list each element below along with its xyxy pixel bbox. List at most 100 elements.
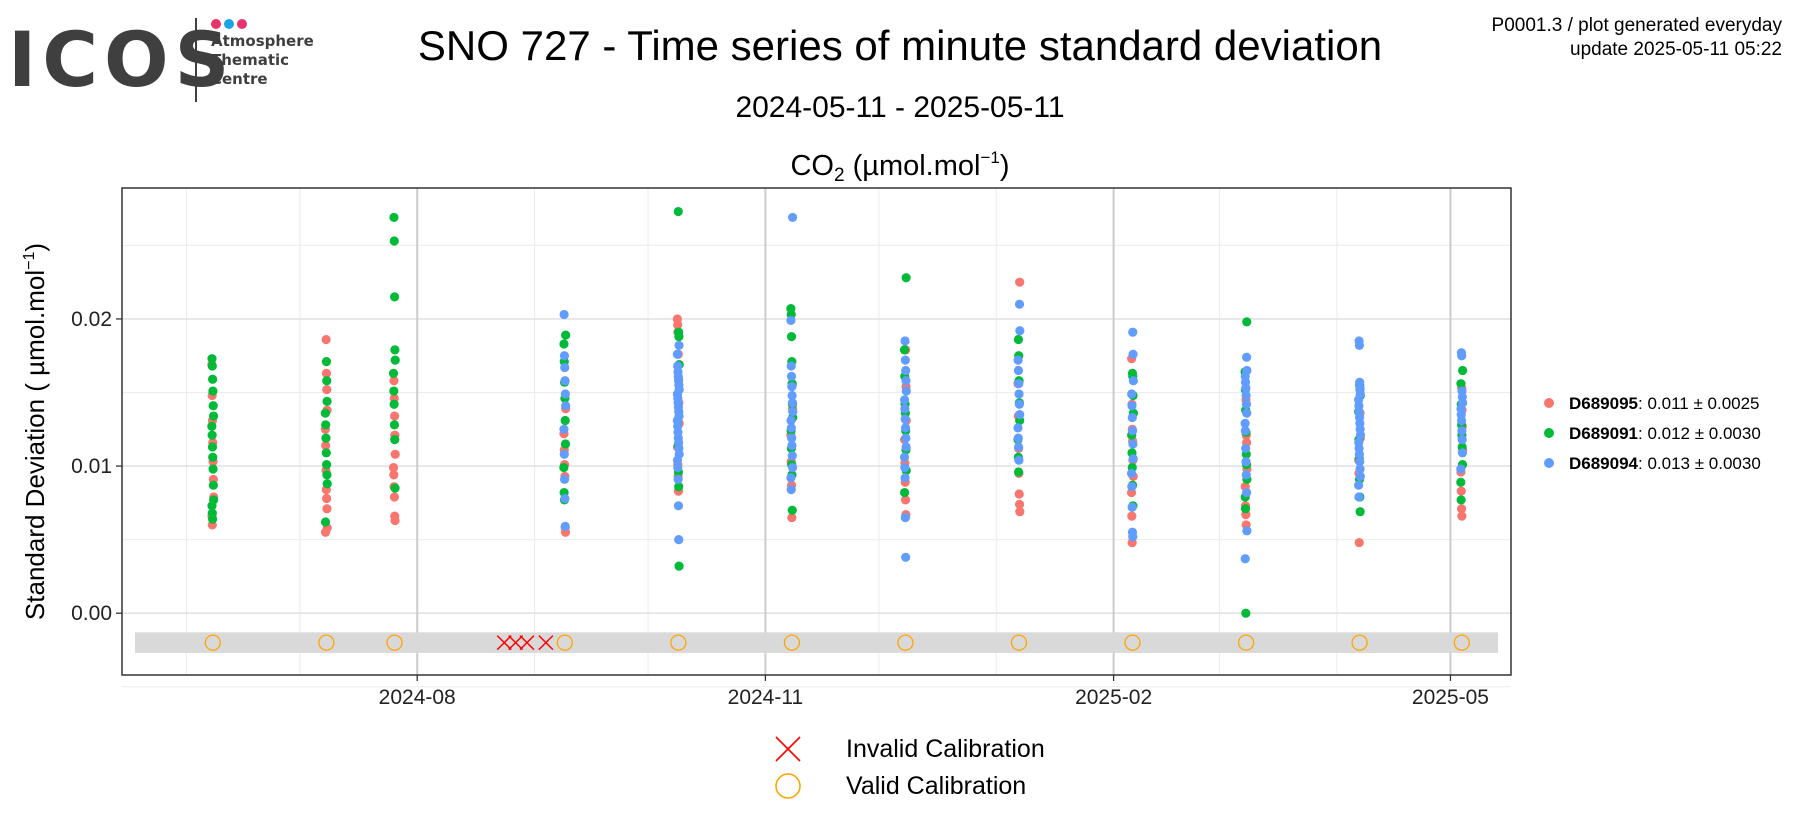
data-point: [1456, 504, 1467, 514]
data-point: [1014, 399, 1024, 409]
invalid-calibration-stroke: [496, 635, 512, 651]
data-point: [1127, 401, 1137, 411]
data-point: [208, 452, 218, 462]
data-point: [1242, 408, 1252, 418]
data-point: [674, 561, 684, 571]
data-point: [1240, 426, 1250, 436]
valid-calibration-marker: [1351, 634, 1368, 651]
data-point: [322, 384, 332, 395]
legend-valid-label: Valid Calibration: [846, 772, 1026, 800]
data-point: [1013, 423, 1023, 433]
data-point: [787, 462, 798, 473]
data-point: [1241, 390, 1251, 401]
data-point: [1355, 464, 1365, 474]
data-point: [787, 505, 797, 515]
y-tick-label: 0.01: [71, 455, 112, 478]
invalid-calibration-marker: [496, 635, 512, 651]
data-point: [207, 442, 218, 452]
data-point: [1128, 349, 1138, 359]
data-point: [1128, 426, 1138, 436]
data-point: [1456, 379, 1466, 389]
data-point: [673, 501, 684, 511]
data-point: [1013, 365, 1024, 376]
y-tick-label: 0.02: [71, 308, 112, 331]
legend-series-stats: : 0.012 ± 0.0030: [1638, 424, 1761, 443]
invalid-calibration-stroke: [519, 635, 535, 651]
data-point: [674, 535, 684, 545]
data-point: [899, 487, 910, 498]
data-point: [390, 449, 400, 459]
data-point: [673, 320, 683, 330]
data-point: [787, 398, 798, 408]
y-axis-label: Standard Deviation ( µmol.mol−1): [20, 243, 50, 620]
data-point: [207, 361, 217, 371]
data-point: [900, 404, 910, 414]
data-point: [786, 371, 797, 381]
data-point: [207, 501, 217, 511]
valid-calibration-marker: [1124, 634, 1141, 651]
data-point: [322, 470, 332, 480]
data-point: [1014, 455, 1024, 465]
legend-series-stats: : 0.013 ± 0.0030: [1638, 454, 1761, 473]
data-point: [560, 376, 570, 386]
data-point: [1242, 317, 1252, 327]
data-point: [322, 479, 332, 489]
logo-subtitle-line: Centre: [211, 70, 268, 88]
data-point: [390, 515, 400, 526]
data-point: [900, 423, 911, 433]
data-point: [899, 452, 910, 462]
data-point: [1127, 482, 1137, 492]
page-title: SNO 727 - Time series of minute standard…: [417, 22, 1383, 69]
data-point: [672, 349, 682, 359]
data-point: [559, 462, 569, 473]
data-point: [900, 512, 910, 523]
data-point: [208, 386, 218, 396]
x-tick-label: 2024-11: [728, 686, 804, 709]
data-point: [900, 473, 910, 483]
data-point: [1014, 379, 1024, 389]
data-point: [389, 376, 399, 386]
logo-subtitle-line: Atmosphere: [211, 32, 314, 50]
data-point: [786, 473, 796, 483]
data-point: [322, 460, 332, 470]
data-point: [321, 368, 332, 378]
data-point: [1355, 471, 1365, 481]
data-point: [207, 430, 217, 440]
data-point: [674, 340, 684, 351]
data-point: [320, 517, 331, 527]
logo-separator: [195, 18, 197, 102]
data-point: [1013, 355, 1023, 365]
data-point: [901, 376, 911, 386]
data-point: [1241, 443, 1251, 454]
data-point: [787, 390, 797, 401]
data-point: [389, 292, 400, 302]
data-point: [1354, 340, 1364, 351]
data-point: [390, 345, 400, 355]
chart-title-unit-exponent: −1: [980, 148, 1000, 167]
data-point: [560, 415, 570, 426]
chart-title-unit-suffix: ): [999, 150, 1010, 182]
data-point: [673, 474, 683, 484]
y-axis-label-exponent: −1: [21, 251, 38, 269]
data-point: [389, 399, 399, 409]
data-point: [787, 212, 798, 223]
invalid-calibration-marker: [519, 635, 535, 651]
data-point: [1354, 449, 1364, 459]
data-point: [561, 401, 571, 411]
data-point: [901, 273, 911, 283]
data-point: [1014, 489, 1024, 499]
data-point: [787, 512, 797, 523]
invalid-calibration-marker: [538, 635, 554, 651]
data-point: [1015, 277, 1025, 287]
data-point: [1015, 507, 1025, 517]
data-point: [674, 332, 684, 342]
data-point: [1457, 351, 1467, 361]
data-point: [322, 376, 332, 386]
data-point: [787, 433, 797, 443]
legend-label: D689094: 0.013 ± 0.0030: [1569, 454, 1761, 473]
data-point: [559, 309, 569, 320]
data-point: [560, 493, 570, 504]
data-point: [786, 332, 797, 342]
plot-meta: P0001.3 / plot generated everyday update…: [1492, 14, 1782, 62]
